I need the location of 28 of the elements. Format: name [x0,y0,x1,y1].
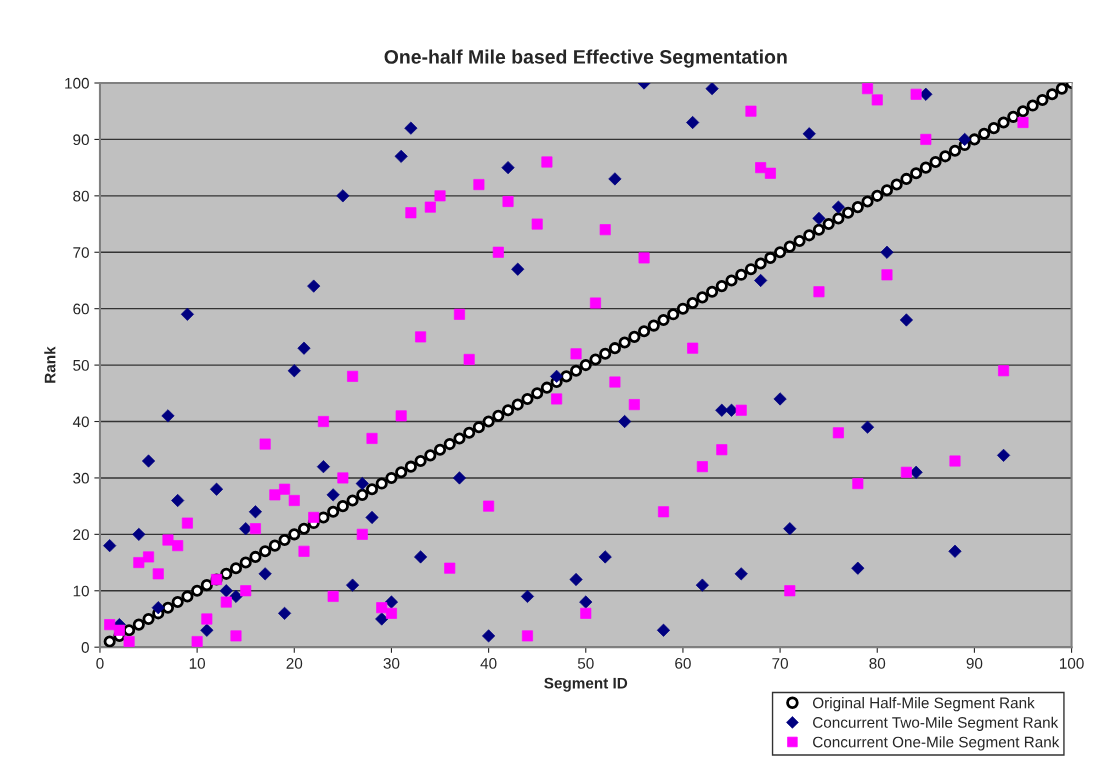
y-axis-title: Rank [44,346,56,383]
y-tick-label: 70 [73,247,89,258]
y-tick-label: 40 [72,416,89,428]
x-tick-label: 0 [96,658,104,669]
x-tick-label: 30 [383,658,400,669]
legend-label: Original Half-Mile Segment Rank [812,697,1035,712]
x-tick-label: 90 [966,658,983,669]
x-tick-label: 100 [1060,658,1084,669]
y-tick-label: 20 [73,529,89,541]
x-axis-title: Segment ID [544,677,628,692]
y-tick-label: 0 [81,642,89,653]
x-tick-label: 10 [189,658,206,669]
legend-label: Concurrent One-Mile Segment Rank [813,736,1060,751]
y-tick-label: 50 [73,359,89,371]
x-tick-label: 70 [772,658,788,669]
x-tick-label: 20 [286,658,303,669]
y-tick-label: 60 [73,303,89,315]
y-tick-label: 90 [73,134,89,146]
legend-label: Concurrent Two-Mile Segment Rank [813,716,1059,731]
y-tick-label: 30 [73,472,89,484]
x-tick-label: 40 [480,658,497,669]
y-tick-label: 80 [73,190,89,202]
y-tick-label: 100 [65,77,89,89]
x-tick-label: 50 [577,658,594,669]
y-tick-label: 10 [73,585,89,597]
x-tick-label: 80 [869,658,886,669]
chart-title: One-half Mile based Effective Segmentation [384,49,787,68]
x-tick-label: 60 [675,658,691,669]
